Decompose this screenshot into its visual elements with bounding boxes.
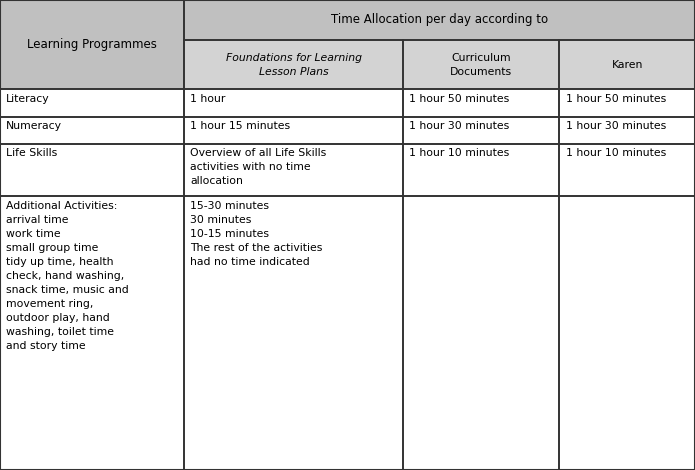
Text: 1 hour 50 minutes: 1 hour 50 minutes — [409, 94, 509, 103]
Text: Life Skills: Life Skills — [6, 148, 58, 158]
Bar — [403, 40, 559, 89]
Bar — [403, 117, 559, 144]
Text: 1 hour 30 minutes: 1 hour 30 minutes — [566, 121, 666, 131]
Text: 15-30 minutes
30 minutes
10-15 minutes
The rest of the activities
had no time in: 15-30 minutes 30 minutes 10-15 minutes T… — [190, 201, 322, 266]
Bar — [0, 144, 184, 196]
Text: Time Allocation per day according to: Time Allocation per day according to — [331, 14, 548, 26]
Text: 1 hour: 1 hour — [190, 94, 226, 103]
Bar — [184, 0, 695, 40]
Text: 1 hour 10 minutes: 1 hour 10 minutes — [409, 148, 509, 158]
Bar — [184, 144, 403, 196]
Text: Karen: Karen — [612, 60, 643, 70]
Bar — [403, 89, 559, 117]
Text: Literacy: Literacy — [6, 94, 50, 103]
Bar — [559, 144, 695, 196]
Bar — [559, 117, 695, 144]
Text: Overview of all Life Skills
activities with no time
allocation: Overview of all Life Skills activities w… — [190, 148, 327, 186]
Text: Additional Activities:
arrival time
work time
small group time
tidy up time, hea: Additional Activities: arrival time work… — [6, 201, 129, 351]
Text: 1 hour 15 minutes: 1 hour 15 minutes — [190, 121, 291, 131]
Text: 1 hour 30 minutes: 1 hour 30 minutes — [409, 121, 509, 131]
Bar — [0, 196, 184, 470]
Bar — [184, 89, 403, 117]
Bar — [403, 196, 559, 470]
Bar — [0, 117, 184, 144]
Text: Numeracy: Numeracy — [6, 121, 63, 131]
Text: 1 hour 50 minutes: 1 hour 50 minutes — [566, 94, 666, 103]
Bar — [403, 144, 559, 196]
Text: Learning Programmes: Learning Programmes — [27, 38, 157, 51]
Bar — [184, 196, 403, 470]
Bar — [559, 196, 695, 470]
Bar — [0, 89, 184, 117]
Text: Curriculum
Documents: Curriculum Documents — [450, 53, 512, 77]
Text: 1 hour 10 minutes: 1 hour 10 minutes — [566, 148, 666, 158]
Bar — [559, 89, 695, 117]
Text: Foundations for Learning
Lesson Plans: Foundations for Learning Lesson Plans — [226, 53, 361, 77]
Bar — [184, 117, 403, 144]
Bar — [559, 40, 695, 89]
Bar — [184, 40, 403, 89]
Bar — [0, 0, 184, 89]
